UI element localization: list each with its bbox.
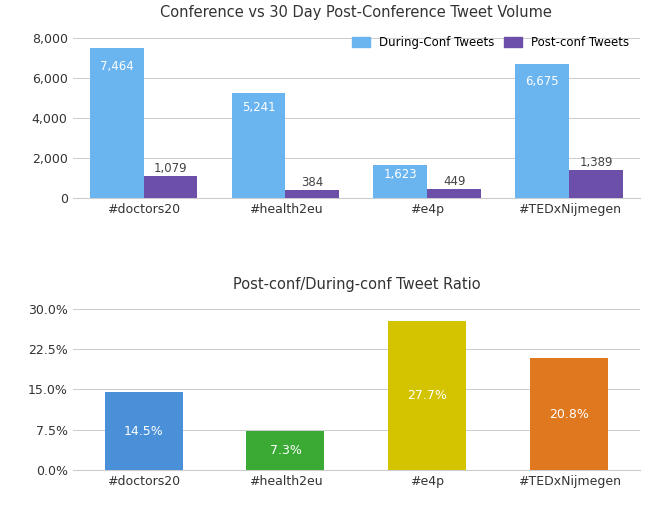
Bar bbox=[388, 321, 467, 470]
Text: 1,389: 1,389 bbox=[579, 156, 613, 169]
Text: 7,464: 7,464 bbox=[100, 60, 133, 73]
Text: 1,623: 1,623 bbox=[383, 168, 417, 181]
Bar bbox=[569, 170, 623, 198]
Bar bbox=[246, 431, 325, 470]
Bar bbox=[90, 49, 143, 198]
Text: 1,079: 1,079 bbox=[154, 162, 187, 175]
Title: Conference vs 30 Day Post-Conference Tweet Volume: Conference vs 30 Day Post-Conference Twe… bbox=[160, 5, 552, 20]
Bar bbox=[143, 176, 197, 198]
Text: 384: 384 bbox=[301, 176, 323, 189]
Text: 14.5%: 14.5% bbox=[123, 425, 164, 438]
Bar bbox=[374, 166, 428, 198]
Bar bbox=[232, 93, 285, 198]
Text: 5,241: 5,241 bbox=[242, 101, 275, 114]
Bar bbox=[530, 358, 609, 470]
Text: 7.3%: 7.3% bbox=[269, 444, 302, 457]
Bar bbox=[285, 190, 339, 198]
Bar bbox=[104, 392, 183, 470]
Text: 27.7%: 27.7% bbox=[407, 389, 447, 402]
Legend: During-Conf Tweets, Post-conf Tweets: During-Conf Tweets, Post-conf Tweets bbox=[348, 32, 634, 54]
Title: Post-conf/During-conf Tweet Ratio: Post-conf/During-conf Tweet Ratio bbox=[232, 277, 480, 292]
Text: 20.8%: 20.8% bbox=[549, 408, 589, 421]
Text: 6,675: 6,675 bbox=[525, 75, 559, 88]
Bar bbox=[427, 189, 481, 198]
Text: 449: 449 bbox=[443, 175, 465, 188]
Bar bbox=[515, 64, 569, 198]
